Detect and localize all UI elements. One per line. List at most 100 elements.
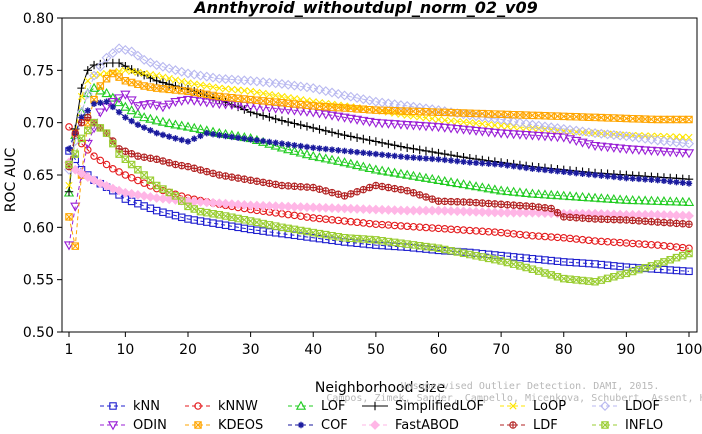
data-point-cof	[410, 154, 417, 161]
data-point-ldf	[259, 178, 267, 186]
data-point-lof	[564, 191, 576, 201]
watermark-line-1: Unsupervised Outlier Detection. DAMI, 20…	[401, 381, 660, 392]
data-point-cof	[447, 157, 455, 164]
data-point-loop	[159, 73, 167, 81]
data-point-lof	[596, 193, 607, 203]
data-point-odin	[640, 146, 651, 156]
data-point-cof	[529, 165, 536, 172]
data-point-ldf	[566, 213, 574, 221]
data-point-lof	[614, 194, 626, 204]
data-point-ldof	[533, 120, 544, 131]
data-point-ldof	[552, 123, 563, 134]
legend-item-knnw: kNNW	[185, 399, 258, 414]
data-point-fastabod	[82, 172, 93, 183]
data-point-lof	[301, 149, 313, 159]
data-point-loop	[190, 80, 198, 88]
data-point-ldf	[127, 150, 136, 158]
data-point-fastabod	[120, 187, 131, 198]
data-point-ldf	[415, 191, 424, 199]
data-point-lof	[521, 187, 532, 197]
data-point-loop	[672, 133, 681, 141]
data-point-cof	[516, 163, 524, 171]
data-point-ldof	[164, 63, 175, 74]
data-point-cof	[272, 139, 279, 146]
x-tick-label: 60	[430, 342, 448, 358]
data-point-odin	[82, 139, 93, 149]
data-point-cof	[241, 135, 248, 142]
data-point-ldof	[590, 128, 601, 139]
data-point-cof	[234, 134, 242, 141]
data-point-ldf	[666, 219, 674, 227]
data-point-kdeos	[102, 74, 111, 83]
data-point-ldof	[283, 79, 294, 90]
data-point-inflo	[77, 134, 86, 143]
data-point-loop	[272, 91, 280, 100]
legend-label: COF	[321, 418, 348, 433]
data-point-odin	[483, 128, 494, 138]
data-point-odin	[145, 100, 156, 110]
data-point-odin	[358, 116, 369, 126]
data-point-inflo	[635, 265, 643, 274]
data-point-ldf	[610, 215, 618, 224]
y-tick-label: 0.60	[23, 220, 54, 236]
data-point-loop	[497, 122, 505, 130]
data-point-simplifiedlof	[434, 148, 443, 158]
data-point-cof	[347, 148, 355, 155]
data-point-lof	[464, 180, 475, 190]
data-point-fastabod	[439, 205, 450, 216]
data-point-odin	[182, 95, 194, 105]
data-point-cof	[635, 175, 643, 183]
data-point-lof	[95, 85, 106, 95]
data-point-ldof	[684, 138, 694, 149]
data-point-ldof	[615, 130, 626, 141]
data-point-odin	[677, 148, 688, 158]
data-point-lof	[571, 191, 582, 201]
data-point-lof	[671, 196, 682, 206]
data-point-ldf	[434, 197, 443, 205]
data-point-lof	[546, 189, 557, 199]
data-point-inflo	[140, 171, 148, 179]
data-point-cof	[604, 173, 611, 180]
data-point-cof	[172, 135, 179, 142]
data-point-loop	[485, 120, 493, 129]
data-point-ldf	[203, 167, 211, 176]
data-point-simplifiedlof	[152, 76, 161, 85]
data-point-odin	[364, 117, 375, 127]
data-point-kdeos	[610, 114, 618, 122]
data-point-cof	[197, 132, 204, 140]
axes: 1 10 20 30 40 50 60 70 80 90 100 0.50 0.55 0.60 0.65 0.…	[23, 11, 702, 358]
data-point-odin	[402, 121, 413, 131]
data-point-ldf	[422, 193, 430, 201]
data-point-ldf	[165, 159, 173, 167]
data-point-lof	[283, 144, 294, 154]
data-point-lof	[514, 187, 526, 197]
data-point-simplifiedlof	[365, 136, 374, 145]
data-point-cof	[654, 177, 661, 184]
data-point-cof	[579, 170, 586, 177]
data-point-ldof	[220, 74, 231, 85]
data-point-ldof	[157, 61, 168, 72]
data-point-ldof	[546, 122, 557, 133]
y-tick-label: 0.75	[23, 63, 54, 79]
legend-swatch-marker	[601, 421, 609, 429]
data-point-cof	[435, 156, 442, 163]
data-point-ldf	[428, 195, 436, 203]
data-point-cof	[673, 178, 680, 186]
data-point-ldf	[497, 200, 505, 208]
data-point-ldof	[139, 54, 150, 65]
data-point-simplifiedlof	[302, 122, 312, 131]
data-point-lof	[640, 195, 651, 205]
data-point-simplifiedlof	[321, 126, 330, 136]
data-point-ldof	[652, 135, 663, 146]
data-point-ldf	[159, 157, 167, 165]
series-inflo	[65, 118, 693, 286]
data-point-cof	[610, 173, 618, 181]
data-point-ldof	[370, 96, 381, 107]
data-point-ldof	[565, 124, 575, 135]
data-point-lof	[608, 193, 619, 204]
data-point-cof	[140, 124, 148, 131]
data-point-fastabod	[684, 210, 694, 221]
data-point-ldof	[189, 69, 200, 80]
legend-label: LoOP	[533, 399, 566, 414]
data-point-cof	[259, 137, 267, 145]
